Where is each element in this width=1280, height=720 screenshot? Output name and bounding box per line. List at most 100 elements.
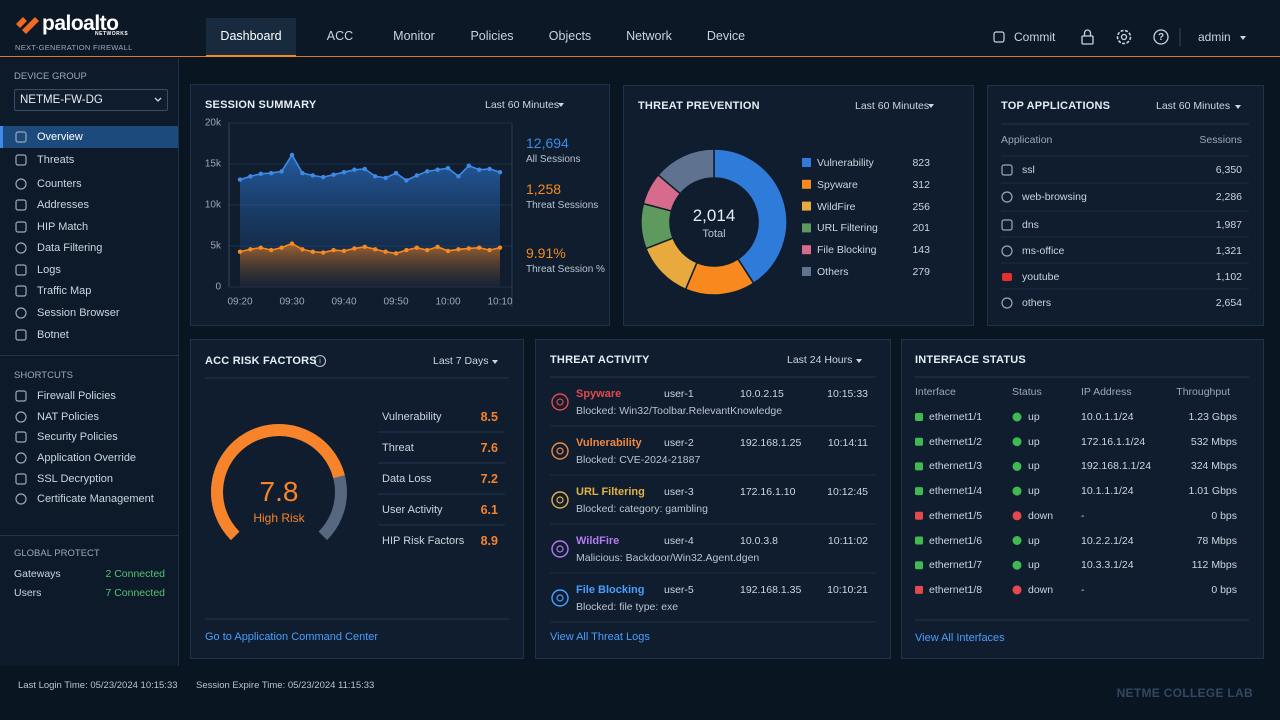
- nav-item[interactable]: Logs: [37, 264, 61, 276]
- panel-title: TOP APPLICATIONS: [1001, 100, 1111, 112]
- pie-segment: [713, 148, 788, 285]
- dropdown-caret: [1235, 105, 1241, 109]
- nav-tab[interactable]: Device: [706, 29, 746, 43]
- interface-status: up: [1028, 485, 1040, 498]
- shortcut-link[interactable]: Certificate Management: [37, 493, 154, 505]
- panel-title: INTERFACE STATUS: [915, 354, 1026, 366]
- threat-icon-core: [556, 545, 564, 553]
- nav-tab[interactable]: Objects: [548, 29, 592, 43]
- threat-user: user-3: [664, 486, 694, 498]
- legend-label: Spyware: [817, 178, 858, 191]
- icon: [1001, 164, 1013, 176]
- data-point: [373, 247, 378, 252]
- user-menu[interactable]: admin: [1198, 30, 1231, 44]
- threat-time: 10:12:45: [827, 486, 868, 498]
- threat-detail: Malicious: Backdoor/Win32.Agent.dgen: [576, 552, 760, 564]
- stat-value: 9.91%: [526, 245, 566, 261]
- nav-tab[interactable]: Policies: [470, 29, 514, 43]
- interface-throughput: 1.23 Gbps: [1188, 411, 1237, 423]
- settings-icon: [1120, 33, 1128, 41]
- data-point: [456, 174, 461, 179]
- nav-item[interactable]: Threats: [37, 154, 75, 166]
- range-dropdown[interactable]: Last 7 Days: [433, 355, 489, 367]
- info-icon: [313, 354, 327, 368]
- interface-name: ethernet1/7: [929, 559, 983, 572]
- range-dropdown[interactable]: Last 60 Minutes: [485, 99, 560, 111]
- nav-item[interactable]: Overview: [37, 131, 83, 143]
- sidebar: [0, 58, 179, 666]
- port-indicator: [915, 585, 923, 594]
- data-point: [352, 167, 357, 172]
- stat-value: 12,694: [526, 135, 569, 151]
- data-point: [404, 178, 409, 183]
- column-header: Application: [1001, 134, 1053, 146]
- panel-link[interactable]: Go to Application Command Center: [205, 631, 379, 643]
- legend-swatch: [802, 179, 811, 189]
- interface-throughput: 1.01 Gbps: [1188, 485, 1237, 498]
- threat-icon: [551, 540, 569, 558]
- shortcut-link[interactable]: Application Override: [37, 452, 137, 464]
- device-group-value[interactable]: NETME-FW-DG: [20, 94, 103, 106]
- session-expire: Session Expire Time: 05/23/2024 11:15:33: [196, 680, 375, 691]
- icon: [15, 199, 27, 211]
- data-point: [487, 166, 492, 172]
- help-glyph: ?: [1158, 32, 1164, 43]
- commit-button[interactable]: Commit: [1014, 30, 1056, 44]
- panel-title: ACC RISK FACTORS: [205, 355, 317, 367]
- threat-time: 10:10:21: [827, 584, 868, 596]
- nav-item[interactable]: HIP Match: [37, 221, 89, 233]
- data-point: [362, 244, 367, 250]
- nav-tab[interactable]: Dashboard: [220, 29, 282, 43]
- shortcut-link[interactable]: Firewall Policies: [37, 390, 116, 402]
- device-group-select[interactable]: [14, 89, 168, 111]
- interface-ip: 10.0.1.1/24: [1081, 411, 1134, 423]
- range-dropdown[interactable]: Last 24 Hours: [787, 354, 853, 366]
- panel-link[interactable]: View All Threat Logs: [550, 631, 650, 643]
- nav-item[interactable]: Botnet: [37, 329, 69, 341]
- app-sessions: 1,321: [1215, 245, 1242, 257]
- nav-tab[interactable]: Monitor: [393, 29, 435, 43]
- data-point: [487, 247, 492, 253]
- panel-title: THREAT ACTIVITY: [550, 354, 650, 366]
- shortcut-link[interactable]: SSL Decryption: [37, 473, 114, 485]
- data-point: [310, 249, 315, 254]
- shortcut-link[interactable]: NAT Policies: [37, 411, 99, 423]
- nav-item[interactable]: Data Filtering: [37, 242, 103, 254]
- data-point: [497, 170, 503, 175]
- icon: [15, 431, 27, 443]
- data-point: [331, 172, 336, 177]
- data-point: [321, 174, 326, 180]
- icon: [15, 390, 27, 402]
- panel-title: SESSION SUMMARY: [205, 99, 317, 111]
- status-dot: [1012, 585, 1022, 595]
- dropdown-caret: [492, 360, 498, 364]
- legend-label: Others: [817, 266, 849, 278]
- threat-icon-core: [556, 447, 564, 455]
- threat-ip: 10.0.3.8: [740, 535, 778, 547]
- nav-tab[interactable]: ACC: [326, 29, 354, 43]
- shortcut-link[interactable]: Security Policies: [37, 431, 118, 443]
- icon: [1001, 219, 1013, 231]
- icon: [15, 178, 27, 190]
- icon: [15, 411, 27, 423]
- data-point: [310, 173, 315, 178]
- interface-name: ethernet1/6: [929, 534, 983, 547]
- gauge-caption: High Risk: [253, 511, 305, 525]
- dropdown-caret: [1240, 36, 1246, 40]
- app-sessions: 1,102: [1215, 271, 1242, 283]
- nav-item[interactable]: Session Browser: [37, 307, 120, 319]
- panel-link[interactable]: View All Interfaces: [915, 632, 1005, 644]
- divider: [0, 535, 178, 536]
- range-dropdown[interactable]: Last 60 Minutes: [855, 100, 930, 112]
- icon: [15, 154, 27, 166]
- interface-status: up: [1028, 435, 1040, 448]
- nav-tab[interactable]: Network: [626, 29, 672, 43]
- nav-item[interactable]: Addresses: [37, 199, 89, 211]
- range-dropdown[interactable]: Last 60 Minutes: [1156, 100, 1231, 112]
- nav-item[interactable]: Counters: [37, 178, 82, 190]
- nav-item[interactable]: Traffic Map: [37, 285, 92, 297]
- factor-value: 8.9: [480, 534, 498, 548]
- interface-name: ethernet1/5: [929, 509, 983, 522]
- legend-label: WildFire: [817, 200, 856, 213]
- interface-status-panel: [901, 339, 1264, 659]
